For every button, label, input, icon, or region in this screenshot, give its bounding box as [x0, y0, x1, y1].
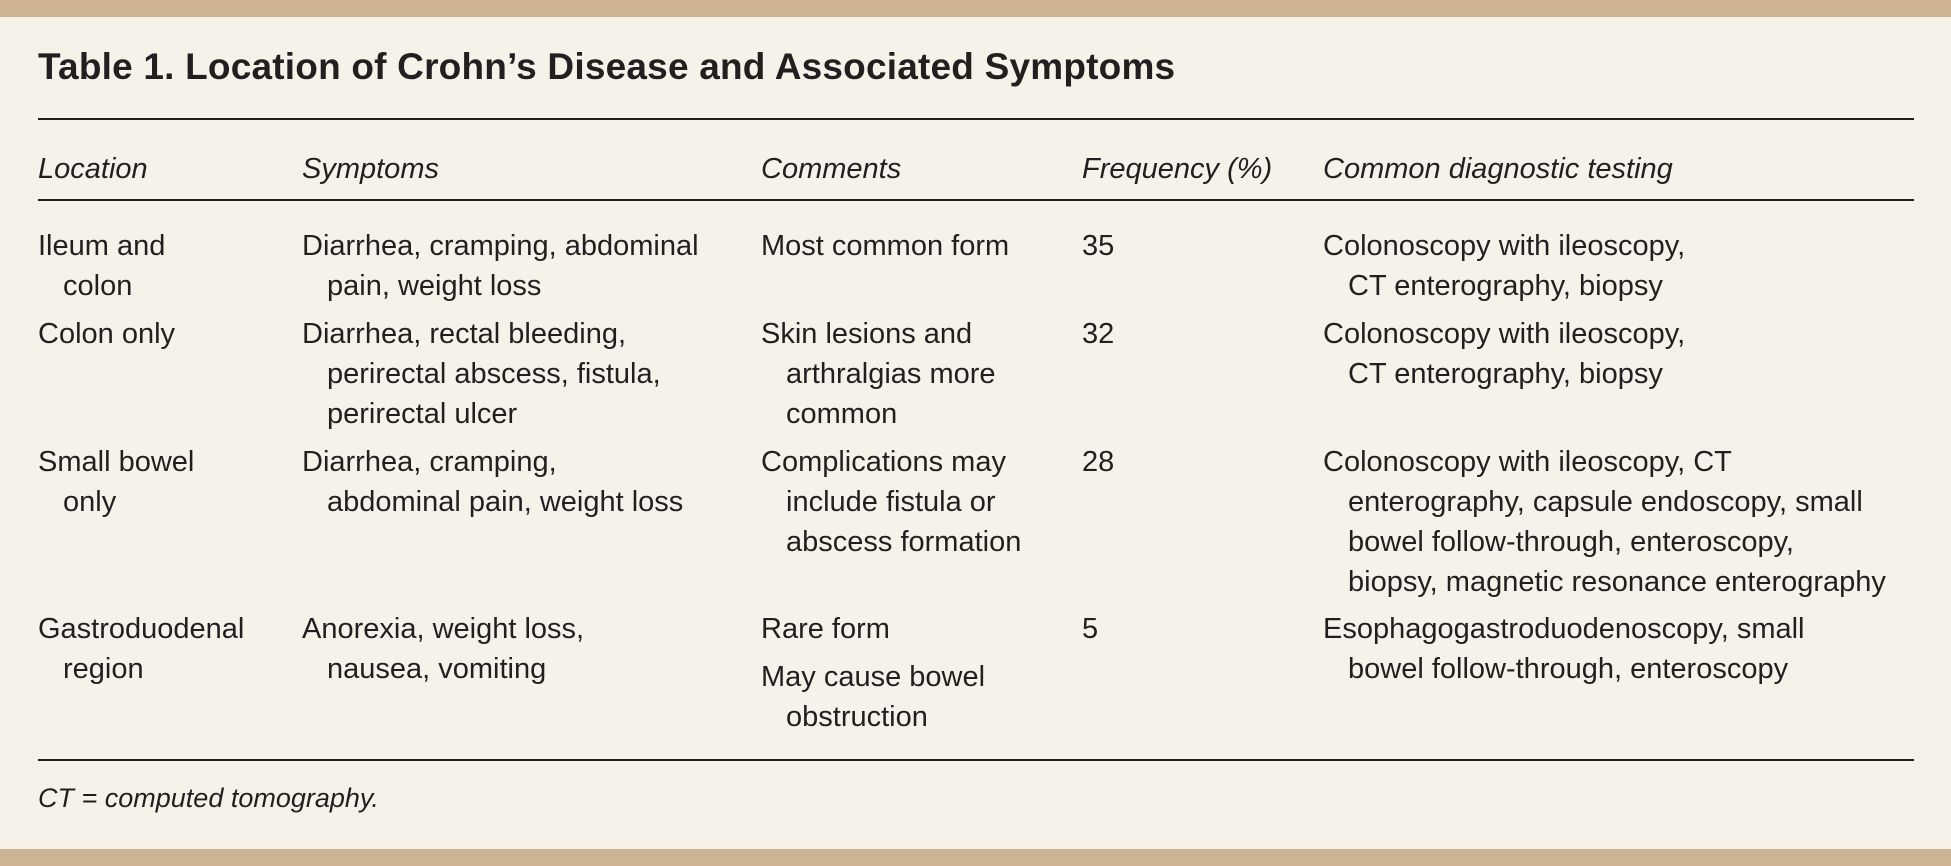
row-2-location: Colon only: [38, 318, 176, 350]
row-2-testing: Colonoscopy with ileoscopy, CT enterogra…: [1323, 318, 1686, 390]
row-3-location: Small bowel only: [38, 446, 195, 518]
header-symptoms: Symptoms: [302, 153, 439, 185]
header-divider: [38, 199, 1914, 201]
header-frequency: Frequency (%): [1082, 153, 1273, 185]
row-3-testing: Colonoscopy with ileoscopy, CT enterogra…: [1323, 446, 1886, 598]
row-1-testing: Colonoscopy with ileoscopy, CT enterogra…: [1323, 230, 1686, 302]
row-2-frequency: 32: [1082, 318, 1115, 350]
row-1-frequency: 35: [1082, 230, 1115, 262]
row-1-location: Ileum and colon: [38, 230, 166, 302]
table-title: Table 1. Location of Crohn’s Disease and…: [38, 46, 1176, 87]
footer-divider: [38, 759, 1914, 761]
row-2-symptoms: Diarrhea, rectal bleeding, perirectal ab…: [302, 318, 661, 430]
row-1-comments: Most common form: [761, 230, 1010, 262]
table-footnote: CT = computed tomography.: [38, 783, 379, 813]
row-4-comments: Rare form: [761, 613, 890, 645]
row-4-testing: Esophagogastroduodenoscopy, small bowel …: [1323, 613, 1805, 685]
header-location: Location: [38, 153, 148, 185]
header-testing: Common diagnostic testing: [1323, 153, 1673, 185]
row-3-symptoms: Diarrhea, cramping, abdominal pain, weig…: [302, 446, 684, 518]
title-divider: [38, 118, 1914, 120]
header-comments: Comments: [761, 153, 902, 185]
row-4-frequency: 5: [1082, 613, 1099, 645]
bottom-border-bar: [0, 849, 1951, 866]
row-4-symptoms: Anorexia, weight loss, nausea, vomiting: [302, 613, 585, 685]
row-1-symptoms: Diarrhea, cramping, abdominal pain, weig…: [302, 230, 699, 302]
row-3-comments: Complications may include fistula or abs…: [761, 446, 1022, 558]
row-4-location: Gastroduodenal region: [38, 613, 245, 685]
row-3-frequency: 28: [1082, 446, 1115, 478]
row-2-comments: Skin lesions and arthralgias more common: [761, 318, 996, 430]
row-4-comments-2: May cause bowel obstruction: [761, 661, 986, 733]
top-border-bar: [0, 0, 1951, 17]
